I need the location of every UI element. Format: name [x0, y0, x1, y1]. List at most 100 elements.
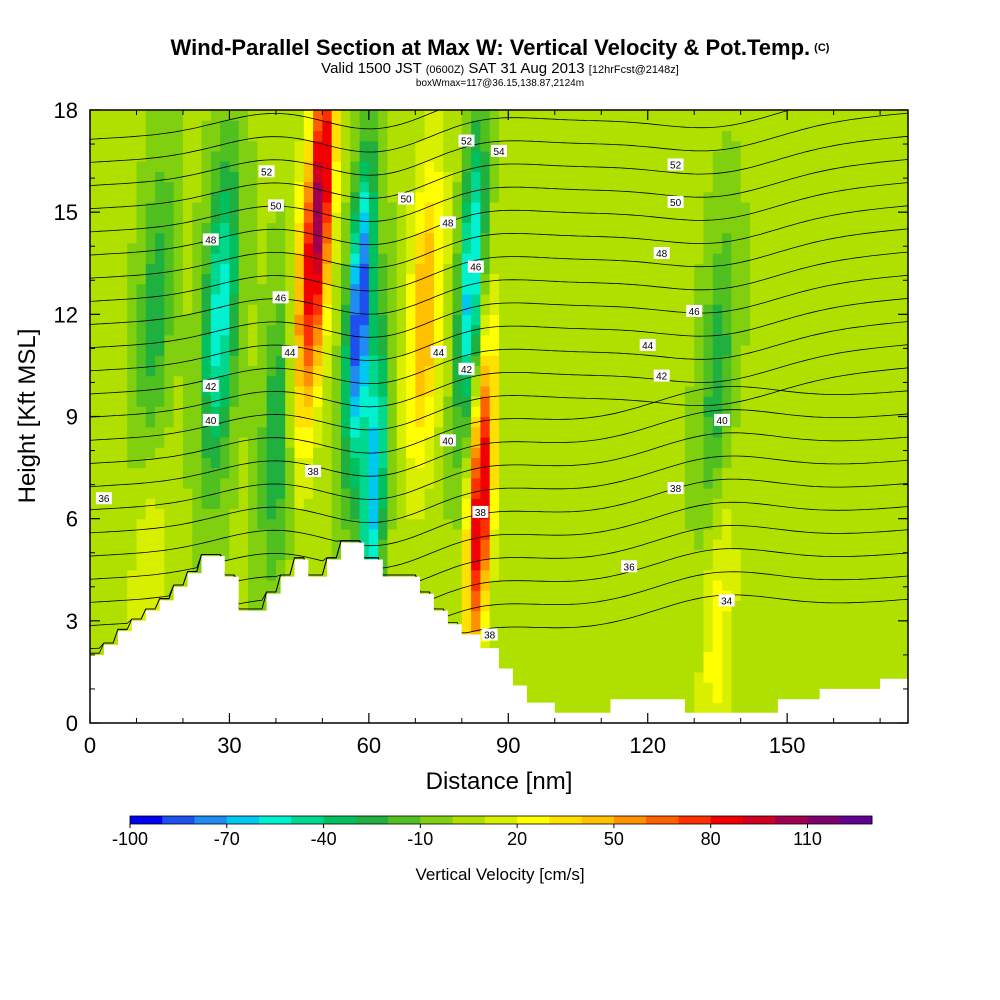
velocity-cell — [90, 110, 100, 121]
velocity-cell — [554, 579, 565, 591]
velocity-cell — [638, 447, 649, 458]
velocity-cell — [499, 334, 509, 346]
velocity-cell — [192, 161, 203, 172]
velocity-cell — [90, 242, 100, 254]
velocity-cell — [117, 161, 128, 172]
velocity-cell — [322, 365, 333, 377]
velocity-cell — [461, 120, 472, 132]
velocity-cell — [303, 498, 314, 510]
valid-date: SAT 31 Aug 2013 — [468, 60, 585, 77]
velocity-cell — [582, 140, 593, 152]
velocity-cell — [629, 273, 640, 285]
velocity-cell — [545, 426, 556, 438]
velocity-cell — [424, 110, 435, 121]
velocity-cell — [610, 273, 621, 285]
velocity-cell — [675, 263, 686, 275]
velocity-cell — [155, 273, 165, 285]
velocity-cell — [192, 222, 203, 234]
velocity-cell — [433, 201, 444, 213]
velocity-cell — [313, 355, 323, 367]
velocity-cell — [694, 416, 705, 428]
velocity-cell — [489, 375, 500, 387]
velocity-cell — [536, 692, 547, 704]
velocity-cell — [108, 579, 119, 591]
velocity-cell — [499, 569, 509, 581]
velocity-cell — [90, 171, 100, 183]
velocity-cell — [155, 242, 165, 254]
velocity-cell — [508, 610, 519, 622]
velocity-cell — [238, 488, 249, 499]
velocity-cell — [749, 365, 760, 377]
velocity-cell — [368, 222, 379, 234]
velocity-cell — [591, 355, 602, 367]
velocity-cell — [749, 477, 760, 489]
velocity-cell — [294, 375, 305, 387]
velocity-cell — [536, 385, 547, 397]
velocity-cell — [749, 682, 760, 693]
velocity-cell — [406, 375, 416, 387]
velocity-cell — [508, 304, 519, 315]
velocity-cell — [759, 569, 770, 581]
velocity-cell — [359, 314, 370, 326]
velocity-cell — [852, 161, 863, 172]
velocity-cell — [731, 447, 742, 458]
velocity-cell — [117, 324, 128, 336]
velocity-cell — [127, 528, 138, 540]
velocity-cell — [433, 181, 444, 193]
velocity-cell — [647, 140, 658, 152]
velocity-cell — [220, 161, 231, 172]
velocity-cell — [768, 600, 779, 612]
velocity-cell — [433, 488, 444, 499]
velocity-cell — [768, 314, 779, 326]
velocity-cell — [712, 232, 723, 244]
velocity-cell — [378, 375, 389, 387]
velocity-cell — [210, 508, 221, 520]
velocity-cell — [368, 181, 379, 193]
velocity-cell — [591, 344, 602, 356]
velocity-cell — [164, 212, 175, 223]
velocity-cell — [173, 559, 184, 571]
velocity-cell — [796, 355, 807, 367]
velocity-cell — [805, 355, 816, 367]
velocity-cell — [796, 539, 807, 550]
velocity-cell — [192, 498, 203, 510]
velocity-cell — [768, 283, 779, 295]
velocity-cell — [117, 488, 128, 499]
velocity-cell — [108, 222, 119, 234]
velocity-cell — [173, 344, 184, 356]
velocity-cell — [703, 498, 714, 510]
velocity-cell — [117, 212, 128, 223]
velocity-cell — [722, 610, 732, 622]
velocity-cell — [824, 375, 835, 387]
velocity-cell — [387, 293, 398, 305]
velocity-cell — [248, 477, 258, 489]
velocity-cell — [629, 447, 640, 458]
velocity-cell — [694, 631, 705, 642]
velocity-cell — [619, 620, 630, 632]
velocity-cell — [313, 232, 323, 244]
velocity-cell — [545, 671, 556, 683]
velocity-cell — [740, 569, 751, 581]
velocity-cell — [852, 242, 863, 254]
velocity-cell — [461, 222, 472, 234]
velocity-cell — [768, 692, 779, 704]
velocity-cell — [350, 375, 361, 387]
velocity-cell — [257, 242, 268, 254]
velocity-cell — [554, 631, 565, 642]
velocity-cell — [99, 385, 110, 397]
velocity-cell — [210, 263, 221, 275]
velocity-cell — [117, 498, 128, 510]
velocity-cell — [545, 406, 556, 418]
velocity-cell — [155, 263, 165, 275]
velocity-cell — [601, 161, 612, 172]
velocity-cell — [517, 293, 528, 305]
velocity-cell — [796, 651, 807, 663]
velocity-cell — [777, 273, 788, 285]
velocity-cell — [443, 518, 454, 530]
velocity-cell — [824, 283, 835, 295]
velocity-cell — [517, 651, 528, 663]
velocity-cell — [433, 477, 444, 489]
velocity-cell — [155, 161, 165, 172]
velocity-cell — [619, 161, 630, 172]
velocity-cell — [322, 528, 333, 540]
